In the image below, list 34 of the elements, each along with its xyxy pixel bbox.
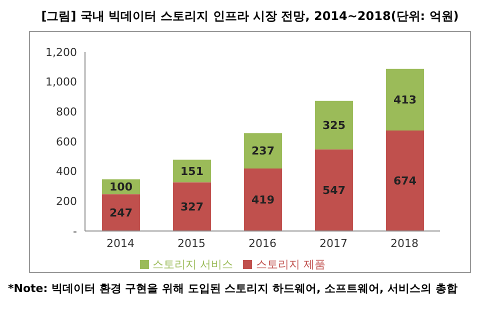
bar: [386, 130, 424, 231]
data-label: 413: [394, 94, 416, 107]
bar: [315, 100, 353, 150]
data-label: 151: [180, 164, 204, 178]
text: *Note: 빅데이터 환경 구현을 위해 도입된 스토리지 하드웨어, 소프트웨어, 서비스의 총합: [8, 281, 458, 296]
x-tick-label: 2017: [320, 236, 348, 250]
bar: [102, 194, 140, 231]
data-label: 547: [322, 184, 346, 198]
x-tick-label: 2018: [390, 236, 418, 250]
data-label: 419: [252, 194, 274, 207]
bar: [386, 68, 424, 130]
data-label: 325: [322, 119, 346, 132]
data-label: 674: [394, 174, 417, 188]
x-tick-label: 2015: [178, 236, 206, 250]
bar: [315, 149, 353, 231]
bar: [244, 133, 282, 168]
bar: [244, 168, 282, 231]
text: 1,200: [46, 46, 77, 59]
chart-title: [그림] 국내 빅데이터 스토리지 인프라 시장 전망, 2014~2018(단위: 억원): [40, 8, 460, 25]
y-tick-label: 200: [56, 195, 77, 208]
data-label: 237: [252, 144, 274, 158]
data-label: 327: [180, 200, 204, 214]
y-tick-label: 600: [56, 135, 77, 148]
text: 1,000: [46, 76, 77, 89]
y-tick-label: -: [73, 224, 78, 238]
bar: [173, 182, 211, 231]
y-tick-label: 400: [56, 165, 77, 178]
legend-label: 스토리지 서비스: [152, 258, 233, 271]
data-label: 247: [110, 206, 132, 220]
legend-label: 스토리지 제품: [256, 258, 326, 271]
data-label: 100: [110, 180, 133, 194]
x-tick-label: 2016: [248, 236, 276, 250]
y-tick-label: 800: [56, 106, 77, 119]
x-tick-label: 2014: [106, 236, 134, 250]
